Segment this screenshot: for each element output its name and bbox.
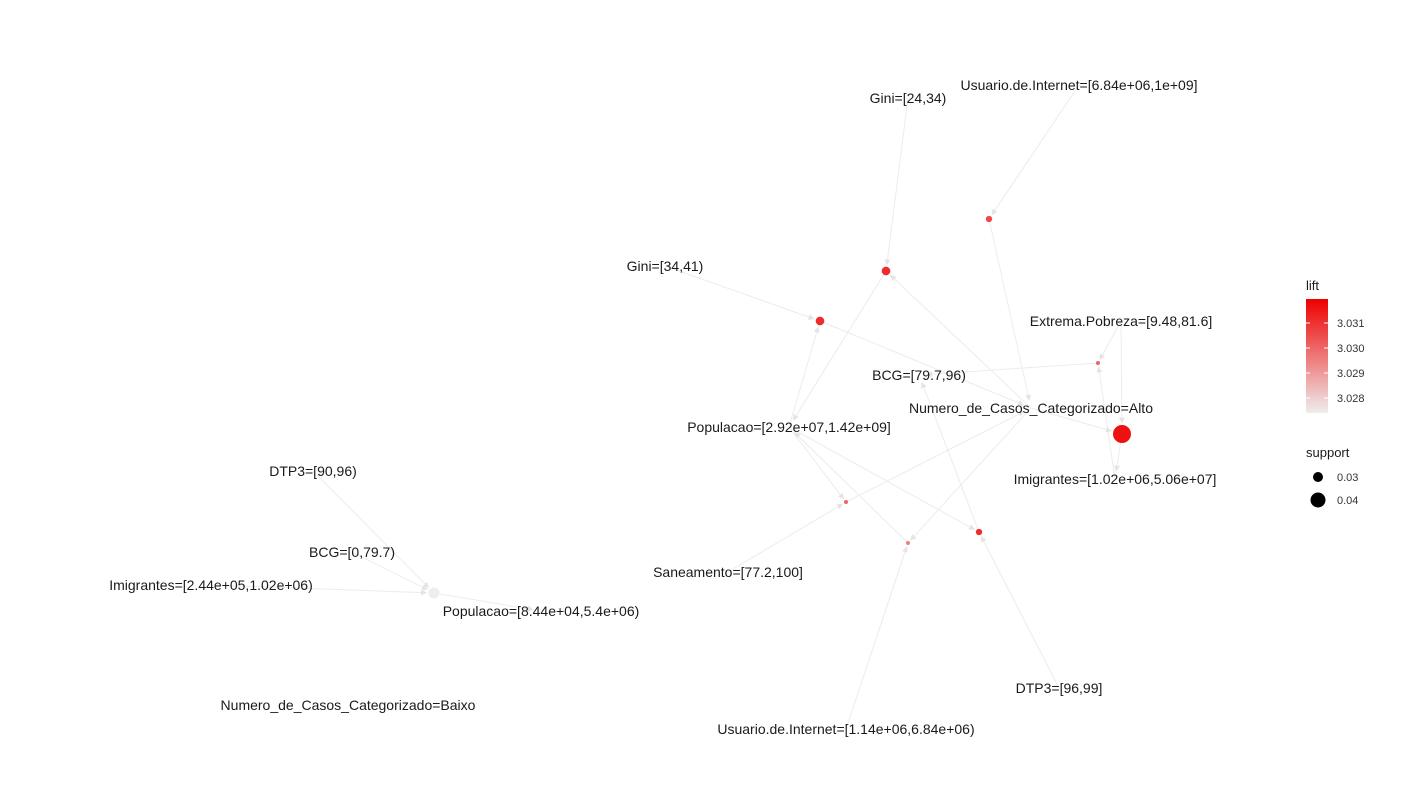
item-label: Numero_de_Casos_Categorizado=Baixo <box>221 697 476 713</box>
edge-lhs-to-rule <box>210 584 428 596</box>
edge-lhs-to-rule <box>845 546 908 730</box>
edge-lhs-to-rule <box>1096 366 1116 480</box>
edge-lhs-to-rule <box>312 470 430 589</box>
item-label: Numero_de_Casos_Categorizado=Alto <box>909 400 1153 416</box>
edge-lhs-to-rule <box>884 97 909 266</box>
item-label: Gini=[34,41) <box>627 258 704 274</box>
item-label: BCG=[79.7,96) <box>872 367 966 383</box>
support-tick-label: 0.04 <box>1337 495 1358 507</box>
lift-tick-label: 3.030 <box>1337 343 1365 355</box>
rule-node <box>975 528 983 536</box>
lift-tick-label: 3.029 <box>1337 368 1365 380</box>
item-label: DTP3=[96,99] <box>1016 680 1103 696</box>
edge-rule-to-rhs <box>792 270 887 421</box>
edge-rule-to-rhs <box>794 432 909 544</box>
edge-lhs-to-rule <box>788 426 844 500</box>
rule-node <box>844 500 848 504</box>
item-label: Usuario.de.Internet=[1.14e+06,6.84e+06) <box>717 721 974 737</box>
item-labels: Gini=[24,34) Usuario.de.Internet=[6.84e+0… <box>109 77 1216 737</box>
edge-rule-to-rhs <box>988 218 1032 401</box>
edge-lhs-to-rule <box>980 536 1060 689</box>
rule-nodes <box>428 215 1131 599</box>
edge-rule-to-rhs <box>433 592 534 612</box>
rule-node <box>985 215 993 223</box>
rule-node <box>428 587 440 599</box>
edge-lhs-to-rule <box>1030 407 1113 433</box>
edge-rule-to-rhs <box>819 320 1025 406</box>
edge-rule-to-rhs <box>845 411 1025 503</box>
rule-node <box>906 541 910 545</box>
lift-legend: lift 3.031 3.030 3.029 3.028 <box>1306 278 1365 413</box>
edge-lhs-to-rule <box>727 503 844 573</box>
edge-lhs-to-rule <box>1118 320 1125 424</box>
item-label: Imigrantes=[2.44e+05,1.02e+06) <box>109 577 313 593</box>
support-tick-label: 0.03 <box>1337 472 1358 484</box>
item-label: Saneamento=[77.2,100] <box>653 564 803 580</box>
item-label: BCG=[0,79.7) <box>309 544 395 560</box>
item-label: Imigrantes=[1.02e+06,5.06e+07] <box>1014 471 1217 487</box>
lift-legend-title: lift <box>1306 278 1319 293</box>
edges <box>210 84 1125 730</box>
edge-lhs-to-rule <box>351 551 428 591</box>
edge-lhs-to-rule <box>788 426 976 530</box>
support-legend-dot-small <box>1313 472 1323 482</box>
item-label: Extrema.Pobreza=[9.48,81.6] <box>1030 313 1213 329</box>
support-legend: support 0.03 0.04 <box>1306 445 1358 508</box>
support-legend-dot-large <box>1310 492 1326 508</box>
edge-lhs-to-rule <box>890 274 1032 409</box>
edge-rule-to-rhs <box>920 381 980 533</box>
support-legend-title: support <box>1306 445 1350 460</box>
edge-lhs-to-rule <box>991 84 1080 216</box>
edge-lhs-to-rule <box>1099 320 1122 361</box>
item-label: Populacao=[2.92e+07,1.42e+09] <box>687 419 891 435</box>
item-label: Gini=[24,34) <box>870 90 947 106</box>
lift-tick-label: 3.028 <box>1337 393 1365 405</box>
lift-colorbar <box>1306 299 1328 413</box>
item-label: Populacao=[8.44e+04,5.4e+06) <box>443 603 640 619</box>
item-label: DTP3=[90,96) <box>269 463 357 479</box>
rule-node <box>881 266 891 276</box>
edge-rule-to-rhs <box>926 362 1099 378</box>
rule-node <box>815 316 825 326</box>
item-label: Usuario.de.Internet=[6.84e+06,1e+09] <box>960 77 1197 93</box>
rule-node <box>1113 425 1131 443</box>
edge-lhs-to-rule <box>910 407 1032 541</box>
edge-lhs-to-rule <box>664 265 815 320</box>
rule-node <box>1096 361 1100 365</box>
lift-tick-label: 3.031 <box>1337 318 1365 330</box>
edge-lhs-to-rule <box>788 326 820 428</box>
